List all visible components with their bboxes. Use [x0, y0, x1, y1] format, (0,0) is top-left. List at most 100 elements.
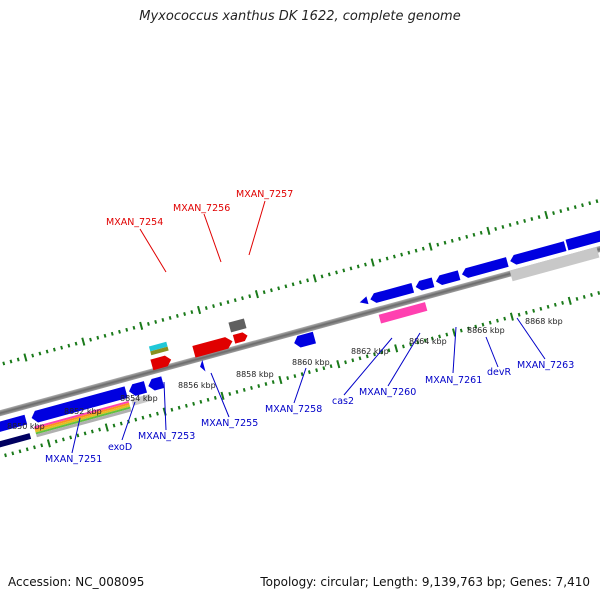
gene-forward-blue-2[interactable]	[369, 282, 415, 304]
top-row-minor-tick	[96, 335, 100, 340]
top-row-minor-tick	[125, 327, 129, 332]
top-row-minor-tick	[38, 351, 42, 356]
tick-row-top	[2, 199, 599, 366]
gene-label-mxan-7260[interactable]: MXAN_7260	[359, 387, 416, 398]
gene-label-mxan-7257[interactable]: MXAN_7257	[236, 189, 293, 200]
top-row-minor-tick	[161, 317, 165, 322]
top-row-major-tick	[23, 353, 28, 362]
leader-mxan-7260	[387, 332, 421, 387]
bottom-row-minor-tick	[4, 453, 7, 458]
gene-label-mxan-7256[interactable]: MXAN_7256	[173, 203, 230, 214]
top-row-minor-tick	[284, 284, 288, 289]
gene-reverse-blue-0[interactable]	[0, 414, 28, 437]
feature-navy	[0, 433, 32, 451]
feature-multi-band-orange	[34, 402, 130, 431]
gene-mxan-7253[interactable]	[147, 376, 165, 392]
bottom-row-minor-tick	[18, 449, 22, 454]
bottom-row-minor-tick	[54, 439, 58, 444]
bottom-row-minor-tick	[387, 348, 391, 353]
feature-multi-band-yellow	[35, 404, 131, 433]
leader-mxan-7258	[293, 367, 307, 404]
bottom-row-minor-tick	[271, 380, 275, 384]
top-row-minor-tick	[190, 310, 194, 314]
feature-multi-band-green	[35, 406, 131, 435]
bottom-row-minor-tick	[474, 324, 478, 329]
top-row-minor-tick	[154, 319, 158, 324]
bottom-row-minor-tick	[264, 382, 268, 386]
bottom-row-minor-tick	[409, 342, 413, 347]
gene-mxan-7257[interactable]	[232, 331, 249, 344]
top-row-minor-tick	[306, 278, 310, 283]
top-row-minor-tick	[378, 258, 382, 263]
top-row-minor-tick	[566, 207, 570, 212]
top-row-minor-tick	[581, 203, 584, 208]
top-row-minor-tick	[494, 226, 498, 231]
bottom-row-minor-tick	[199, 399, 203, 404]
gene-mxan-7254[interactable]	[150, 354, 172, 371]
top-row-minor-tick	[472, 232, 476, 237]
gene-mxan-7256[interactable]	[192, 335, 234, 358]
scale-labels: 8850 kbp 8852 kbp 8854 kbp 8856 kbp 8858…	[7, 317, 563, 431]
bottom-row-minor-tick	[286, 376, 290, 381]
gene-label-mxan-7263[interactable]: MXAN_7263	[517, 360, 574, 371]
leader-mxan-7255	[210, 372, 230, 418]
bottom-row-minor-tick	[351, 358, 355, 363]
gene-forward-blue-7[interactable]	[565, 229, 600, 251]
bottom-row-minor-tick	[156, 411, 159, 416]
gene-label-mxan-7253[interactable]: MXAN_7253	[138, 431, 195, 442]
gene-mxan-7251[interactable]	[30, 386, 128, 423]
top-row-minor-tick	[298, 280, 302, 285]
top-row-minor-tick	[248, 294, 252, 299]
leader-mxan-7254	[139, 228, 167, 273]
leader-exod	[121, 401, 136, 441]
bottom-row-minor-tick	[401, 344, 405, 349]
bottom-row-minor-tick	[177, 405, 181, 410]
feature-light-gray-2	[509, 246, 600, 282]
scale-label: 8856 kbp	[178, 381, 216, 390]
top-row-minor-tick	[537, 215, 541, 219]
bottom-row-minor-tick	[90, 429, 94, 434]
bottom-row-minor-tick	[11, 451, 15, 456]
gene-exod[interactable]	[127, 381, 148, 397]
feature-magenta	[378, 302, 428, 324]
top-row-minor-tick	[147, 321, 150, 326]
gene-label-cas2[interactable]: cas2	[332, 396, 354, 407]
gene-forward-blue-3[interactable]	[414, 277, 435, 291]
bottom-row-minor-tick	[438, 334, 442, 339]
top-row-minor-tick	[31, 353, 35, 358]
top-row-minor-tick	[277, 286, 281, 291]
top-row-minor-tick	[204, 306, 208, 311]
gene-label-mxan-7261[interactable]: MXAN_7261	[425, 375, 482, 386]
bottom-row-minor-tick	[141, 415, 145, 420]
bottom-row-minor-tick	[134, 417, 138, 422]
gene-label-mxan-7251[interactable]: MXAN_7251	[45, 454, 102, 465]
gene-forward-blue-6[interactable]	[509, 241, 567, 266]
gene-mxan-7258[interactable]	[293, 331, 316, 349]
leader-mxan-7251	[71, 417, 81, 454]
bottom-row-major-tick	[104, 423, 109, 432]
gene-forward-blue-5[interactable]	[461, 257, 509, 279]
top-row-minor-tick	[16, 357, 20, 362]
accession-text: Accession: NC_008095	[8, 575, 145, 589]
bottom-row-minor-tick	[40, 443, 44, 448]
gene-label-mxan-7258[interactable]: MXAN_7258	[265, 404, 322, 415]
topology-text: Topology: circular; Length: 9,139,763 bp…	[260, 575, 590, 589]
gene-label-mxan-7254[interactable]: MXAN_7254	[106, 217, 163, 228]
top-row-minor-tick	[515, 221, 519, 225]
gene-forward-blue-1[interactable]	[359, 296, 369, 306]
gene-label-devr[interactable]: devR	[487, 367, 511, 378]
top-row-major-tick	[370, 258, 375, 267]
bottom-row-minor-tick	[344, 360, 347, 365]
top-row-minor-tick	[508, 222, 512, 227]
gene-label-lines	[71, 200, 546, 454]
top-row-minor-tick	[110, 331, 114, 336]
bottom-row-minor-tick	[553, 302, 557, 307]
gene-label-exod[interactable]: exoD	[108, 442, 132, 453]
bottom-row-minor-tick	[170, 407, 174, 412]
gene-forward-blue-4[interactable]	[435, 270, 461, 286]
top-row-minor-tick	[450, 238, 454, 243]
bottom-row-minor-tick	[206, 397, 210, 402]
gene-label-mxan-7255[interactable]: MXAN_7255	[201, 418, 258, 429]
gene-mxan-7255[interactable]	[198, 359, 206, 373]
bottom-row-minor-tick	[575, 296, 579, 301]
